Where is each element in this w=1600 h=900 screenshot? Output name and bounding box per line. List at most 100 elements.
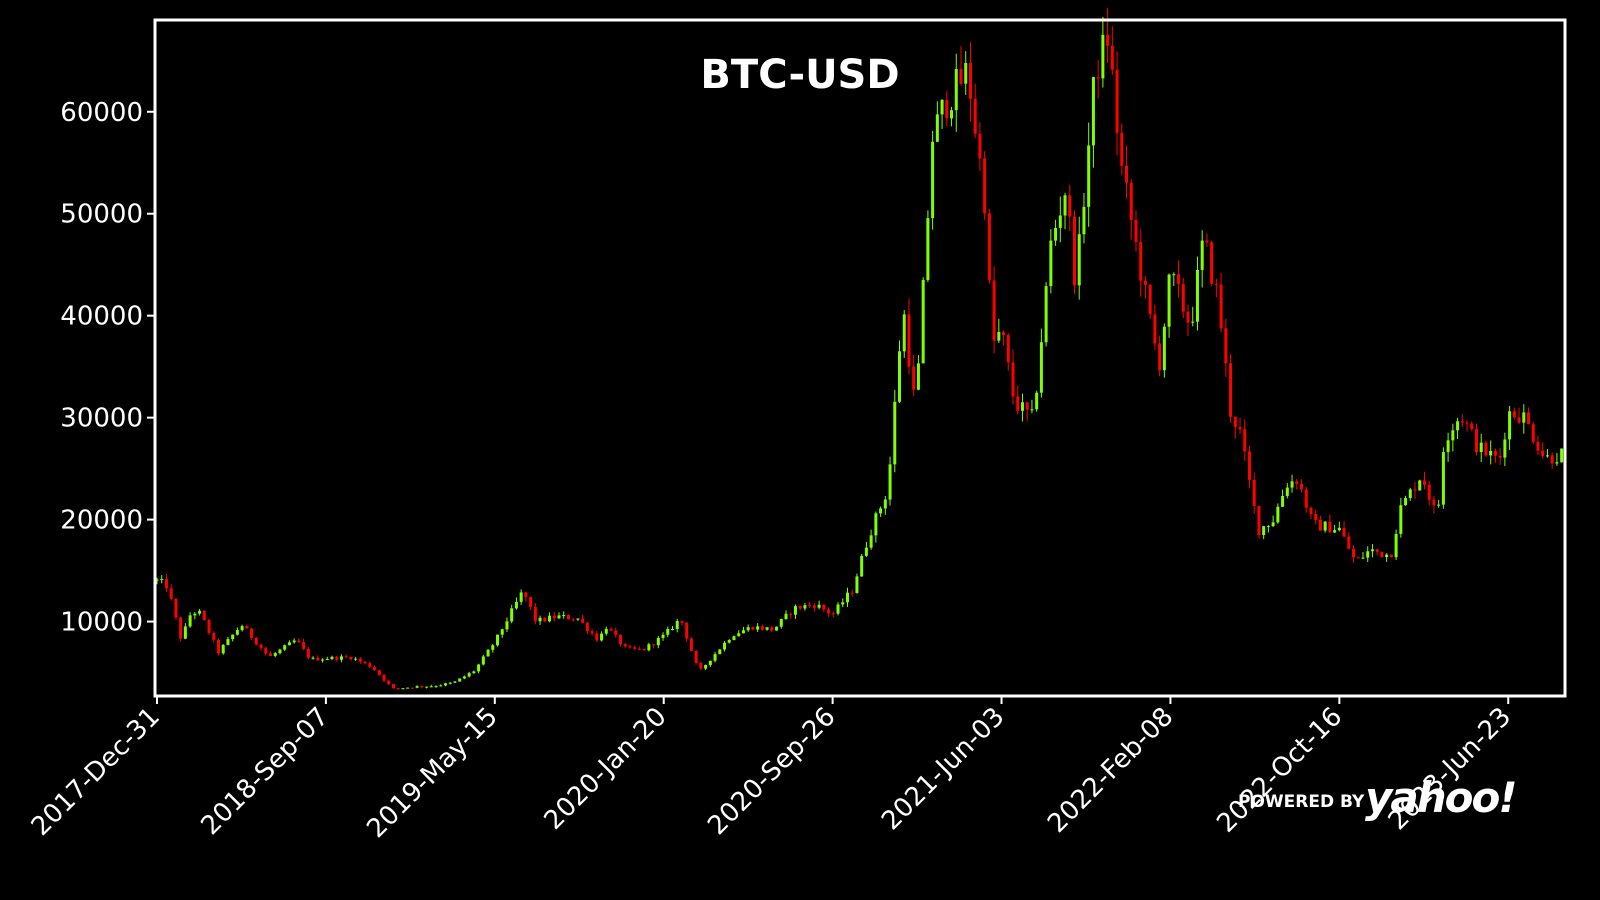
candle-body <box>1498 455 1502 458</box>
candle-body <box>1456 421 1460 431</box>
candle-body <box>401 688 405 690</box>
candle-body <box>453 681 457 683</box>
candle-body <box>533 606 537 622</box>
candle-body <box>169 588 173 599</box>
candle-body <box>950 110 954 119</box>
candle-body <box>1337 527 1341 531</box>
candle-body <box>992 280 996 341</box>
candle-body <box>931 141 935 219</box>
candle-body <box>202 610 206 621</box>
candle-body <box>680 620 684 623</box>
candle-body <box>841 602 845 605</box>
candle-body <box>1153 314 1157 344</box>
candle-body <box>1195 269 1199 322</box>
candle-body <box>874 513 878 536</box>
candle-body <box>193 613 197 616</box>
candle-body <box>1281 496 1285 507</box>
candle-body <box>921 279 925 364</box>
candle-body <box>571 619 575 621</box>
candle-body <box>1252 479 1256 506</box>
candle-body <box>1285 487 1289 497</box>
candle-body <box>1413 489 1417 491</box>
candle-body <box>808 605 812 607</box>
candle-body <box>1404 498 1408 506</box>
candle-body <box>1560 448 1564 463</box>
candle-body <box>576 618 580 620</box>
candle-body <box>1210 242 1214 284</box>
candle-body <box>666 629 670 635</box>
candle-body <box>240 626 244 631</box>
candle-body <box>250 628 254 638</box>
candle-body <box>1314 514 1318 520</box>
candle-body <box>510 608 514 622</box>
candle-body <box>860 555 864 577</box>
candle-body <box>888 464 892 500</box>
candle-body <box>581 618 585 623</box>
candle-body <box>935 114 939 142</box>
candle-body <box>902 314 906 352</box>
candle-body <box>311 657 315 659</box>
candle-body <box>1446 440 1450 453</box>
candle-body <box>354 658 358 660</box>
candle-body <box>898 351 902 402</box>
candle-body <box>1276 506 1280 523</box>
candles-layer <box>155 8 1564 690</box>
candle-body <box>1257 505 1261 536</box>
candle-body <box>973 98 977 134</box>
candle-body <box>879 508 883 514</box>
candle-body <box>1082 206 1086 235</box>
candle-body <box>1030 409 1034 411</box>
candle-body <box>486 649 490 657</box>
candle-body <box>349 657 353 660</box>
candle-body <box>727 640 731 643</box>
candle-body <box>793 606 797 615</box>
candle-body <box>1229 363 1233 417</box>
candle-body <box>373 667 377 671</box>
candle-body <box>1300 483 1304 490</box>
logo-brand: yahoo! <box>1365 773 1515 822</box>
candle-body <box>718 649 722 655</box>
candle-body <box>1006 335 1010 363</box>
candle-body <box>723 642 727 650</box>
candle-body <box>595 633 599 641</box>
candle-body <box>1361 557 1365 559</box>
candle-body <box>1238 427 1242 430</box>
candle-body <box>358 658 362 662</box>
candle-body <box>760 626 764 630</box>
candle-body <box>519 592 523 602</box>
candle-body <box>1432 499 1436 506</box>
candle-body <box>656 637 660 646</box>
candle-body <box>1531 424 1535 442</box>
candle-body <box>751 627 755 630</box>
candle-body <box>235 630 239 635</box>
candle-body <box>1271 522 1275 527</box>
candle-body <box>869 535 873 548</box>
candle-body <box>302 642 306 649</box>
candle-body <box>269 653 273 656</box>
candle-body <box>505 621 509 630</box>
candle-body <box>775 626 779 631</box>
candle-body <box>1139 241 1143 281</box>
candle-body <box>945 99 949 119</box>
candle-body <box>207 620 211 634</box>
candle-body <box>1172 274 1176 276</box>
candle-body <box>1106 34 1110 46</box>
candle-body <box>756 626 760 630</box>
candle-body <box>652 644 656 646</box>
candle-body <box>798 606 802 609</box>
candle-body <box>1134 219 1138 242</box>
candle-body <box>1385 554 1389 558</box>
candle-body <box>335 656 339 660</box>
candle-body <box>822 604 826 610</box>
candle-body <box>1290 481 1294 488</box>
candle-body <box>387 680 391 685</box>
candle-body <box>425 686 429 688</box>
candle-body <box>1115 69 1119 133</box>
candle-body <box>1441 452 1445 505</box>
candle-body <box>855 576 859 593</box>
candle-body <box>514 601 518 609</box>
candle-body <box>1550 455 1554 464</box>
candle-body <box>827 609 831 614</box>
candle-body <box>472 671 476 674</box>
